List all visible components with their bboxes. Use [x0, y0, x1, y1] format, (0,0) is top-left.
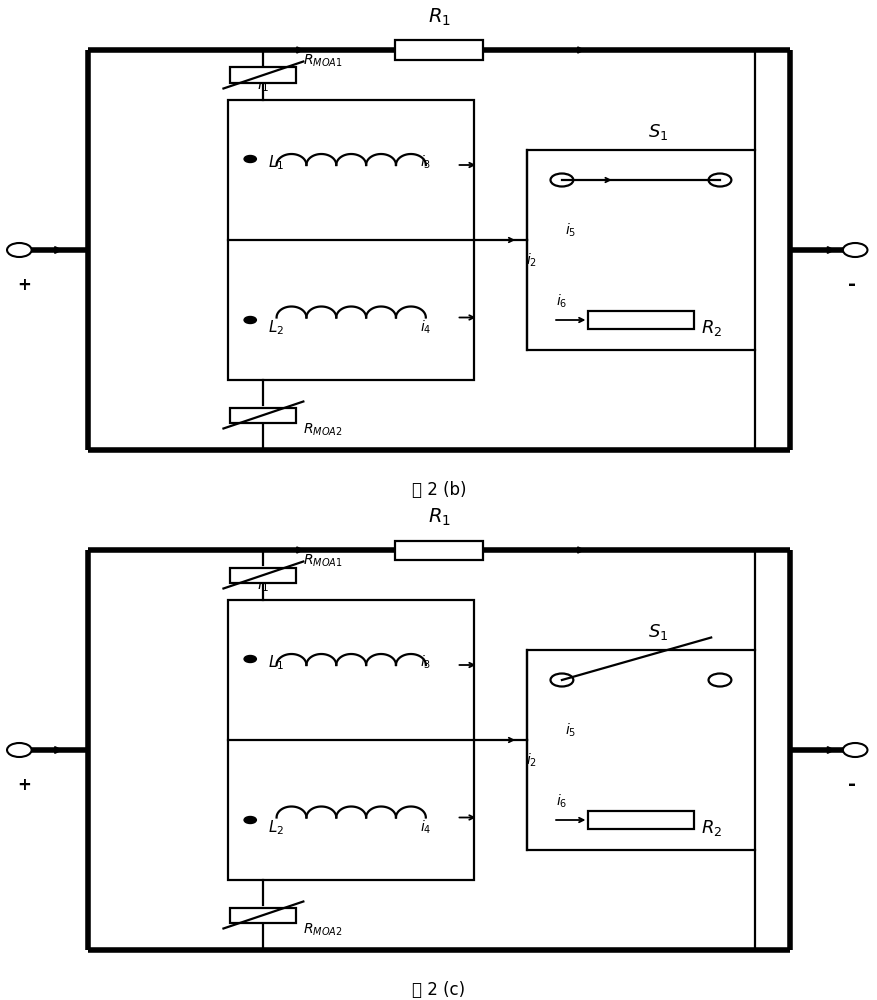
- Circle shape: [842, 743, 866, 757]
- Bar: [230, 908, 296, 922]
- Bar: [230, 68, 296, 83]
- Bar: [395, 40, 482, 60]
- Text: 图 2 (c): 图 2 (c): [412, 981, 465, 999]
- Text: $\mathit{i}_4$: $\mathit{i}_4$: [419, 319, 431, 336]
- Text: $\mathit{i}_3$: $\mathit{i}_3$: [420, 654, 431, 671]
- Text: $\mathit{R}_1$: $\mathit{R}_1$: [427, 7, 450, 28]
- Text: $\mathit{i}_4$: $\mathit{i}_4$: [419, 819, 431, 836]
- Bar: [526, 150, 754, 350]
- Text: $\mathit{L}_2$: $\mathit{L}_2$: [268, 318, 284, 337]
- Text: $\mathit{i}_5$: $\mathit{i}_5$: [565, 721, 575, 739]
- Text: $\mathit{i}_1$: $\mathit{i}_1$: [257, 576, 269, 594]
- Text: $\mathit{i}_2$: $\mathit{i}_2$: [525, 751, 536, 769]
- Circle shape: [550, 674, 573, 687]
- Bar: [395, 540, 482, 560]
- Text: 图 2 (b): 图 2 (b): [411, 481, 466, 499]
- Text: $\mathit{S}_1$: $\mathit{S}_1$: [647, 122, 668, 142]
- Circle shape: [7, 243, 32, 257]
- Text: $\mathit{L}_1$: $\mathit{L}_1$: [268, 153, 284, 172]
- Circle shape: [708, 174, 731, 186]
- Text: $\mathit{i}_3$: $\mathit{i}_3$: [420, 154, 431, 171]
- Text: $\mathit{i}_1$: $\mathit{i}_1$: [257, 76, 269, 94]
- Text: $\mathit{R}_{MOA1}$: $\mathit{R}_{MOA1}$: [303, 53, 342, 69]
- Bar: [228, 600, 474, 880]
- Circle shape: [244, 816, 256, 824]
- Bar: [228, 100, 474, 380]
- Text: $\mathit{R}_{MOA2}$: $\mathit{R}_{MOA2}$: [303, 422, 342, 438]
- Text: -: -: [846, 275, 855, 294]
- Bar: [588, 311, 693, 329]
- Bar: [588, 811, 693, 829]
- Text: $\mathit{R}_{MOA2}$: $\mathit{R}_{MOA2}$: [303, 922, 342, 938]
- Circle shape: [708, 674, 731, 687]
- Text: $\mathit{L}_2$: $\mathit{L}_2$: [268, 818, 284, 837]
- Text: $\mathit{R}_{MOA1}$: $\mathit{R}_{MOA1}$: [303, 553, 342, 569]
- Circle shape: [244, 316, 256, 324]
- Bar: [526, 650, 754, 850]
- Circle shape: [244, 155, 256, 162]
- Circle shape: [7, 743, 32, 757]
- Text: -: -: [846, 776, 855, 794]
- Bar: [230, 567, 296, 582]
- Text: $\mathit{L}_1$: $\mathit{L}_1$: [268, 653, 284, 672]
- Circle shape: [244, 656, 256, 662]
- Text: $\mathit{i}_6$: $\mathit{i}_6$: [556, 792, 567, 810]
- Text: $\mathit{R}_1$: $\mathit{R}_1$: [427, 507, 450, 528]
- Text: $\mathit{R}_2$: $\mathit{R}_2$: [700, 318, 721, 338]
- Circle shape: [842, 243, 866, 257]
- Text: $\mathit{i}_6$: $\mathit{i}_6$: [556, 292, 567, 310]
- Text: $\mathit{R}_2$: $\mathit{R}_2$: [700, 818, 721, 838]
- Bar: [230, 408, 296, 422]
- Text: $\mathit{i}_2$: $\mathit{i}_2$: [525, 251, 536, 269]
- Text: $\mathit{i}_5$: $\mathit{i}_5$: [565, 221, 575, 239]
- Text: +: +: [18, 276, 32, 294]
- Text: $\mathit{S}_1$: $\mathit{S}_1$: [647, 622, 668, 643]
- Text: +: +: [18, 776, 32, 794]
- Circle shape: [550, 174, 573, 186]
